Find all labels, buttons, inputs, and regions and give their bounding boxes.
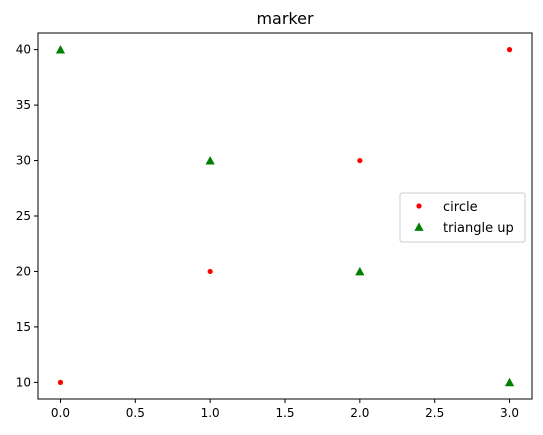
circle-point: [57, 379, 64, 385]
y-tick-label: 30: [16, 154, 31, 168]
data-markers: [55, 45, 515, 387]
triangle-point: [55, 45, 66, 54]
x-tick-label: 2.5: [425, 406, 444, 420]
x-axis: 0.0 0.5 1.0 1.5 2.0 2.5 3.0: [51, 399, 519, 420]
x-tick-label: 3.0: [500, 406, 519, 420]
circle-point: [207, 268, 213, 275]
legend: circle triangle up: [399, 192, 526, 243]
legend-label: triangle up: [443, 221, 514, 236]
y-tick-label: 40: [16, 43, 31, 57]
y-tick-label: 25: [16, 209, 31, 223]
y-tick-label: 20: [16, 264, 31, 278]
legend-marker-circle: [416, 203, 422, 209]
x-tick-label: 1.0: [201, 406, 220, 420]
y-tick-label: 10: [16, 375, 31, 389]
circle-point: [506, 47, 513, 53]
circle-point: [357, 157, 363, 164]
x-tick-label: 1.5: [275, 406, 294, 420]
x-tick-label: 2.0: [350, 406, 369, 420]
legend-box: [399, 192, 526, 243]
series-circle: [57, 47, 513, 385]
x-tick-label: 0.0: [51, 406, 70, 420]
series-triangle-up: [55, 45, 515, 387]
y-tick-label: 35: [16, 98, 31, 112]
triangle-point: [355, 266, 365, 276]
chart-title: marker: [256, 9, 314, 28]
y-axis: 10 15 20 25 30 35 40: [16, 43, 38, 389]
triangle-point: [504, 377, 515, 387]
legend-marker-triangle: [414, 222, 424, 231]
y-tick-label: 15: [16, 320, 31, 334]
triangle-point: [205, 155, 215, 165]
legend-label: circle: [443, 200, 478, 215]
x-tick-label: 0.5: [126, 406, 145, 420]
